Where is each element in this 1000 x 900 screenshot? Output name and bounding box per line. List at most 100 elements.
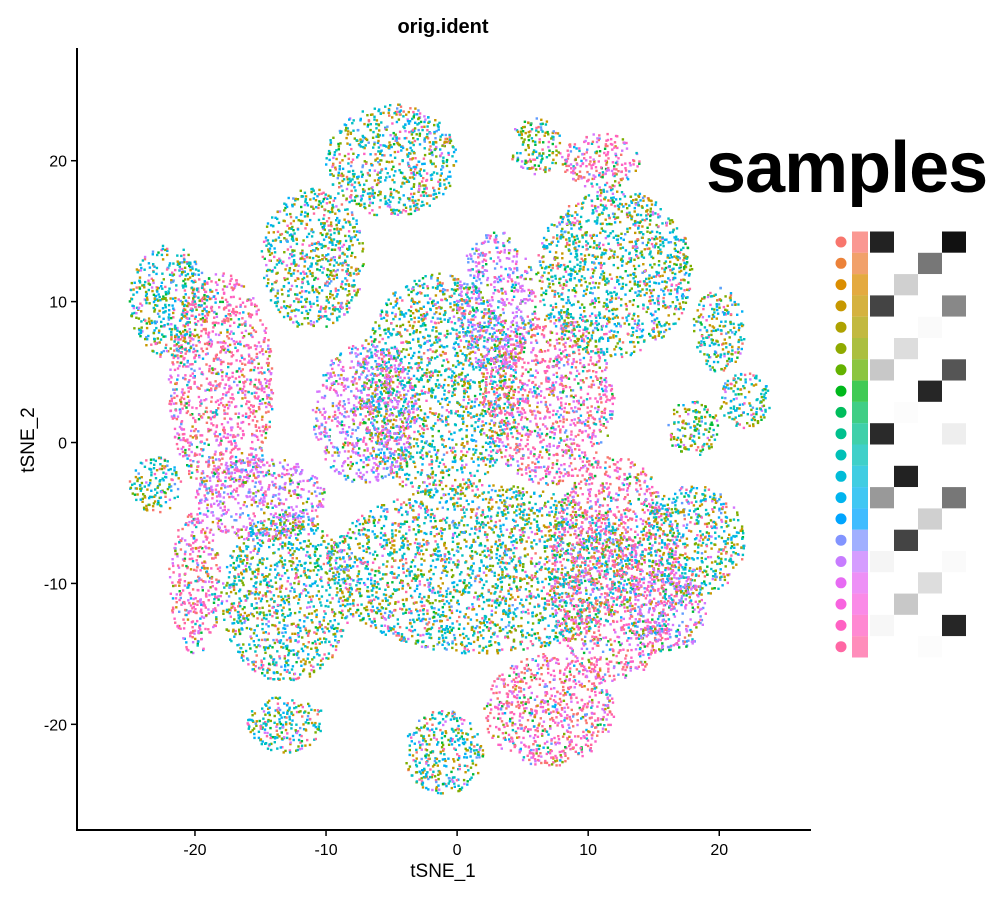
data-point <box>468 297 471 300</box>
data-point <box>384 588 387 591</box>
data-point <box>520 616 523 620</box>
data-point <box>452 581 456 584</box>
data-point <box>460 378 464 381</box>
data-point <box>307 539 310 542</box>
data-point <box>339 604 342 608</box>
data-point <box>292 622 295 625</box>
data-point <box>419 313 423 317</box>
data-point <box>419 490 423 494</box>
data-point <box>414 579 417 582</box>
data-point <box>561 605 564 608</box>
data-point <box>611 538 614 541</box>
data-point <box>399 464 402 468</box>
data-point <box>635 579 638 582</box>
data-point <box>567 581 570 585</box>
data-point <box>425 484 429 488</box>
data-point <box>428 491 432 494</box>
data-point <box>448 605 451 609</box>
data-point <box>412 516 415 519</box>
data-point <box>424 419 427 422</box>
data-point <box>473 324 476 327</box>
data-point <box>419 569 423 572</box>
data-point <box>468 387 472 390</box>
data-point <box>461 486 464 489</box>
data-point <box>409 506 412 509</box>
data-point <box>436 279 439 282</box>
data-point <box>501 648 504 651</box>
data-point <box>508 609 511 612</box>
data-point <box>324 612 327 615</box>
data-point <box>233 618 236 621</box>
data-point <box>370 576 373 580</box>
data-point <box>510 385 514 388</box>
data-point <box>352 615 355 618</box>
data-point <box>252 614 255 618</box>
data-point <box>461 414 464 418</box>
data-point <box>410 417 414 420</box>
data-point <box>378 397 381 400</box>
data-point <box>563 580 566 583</box>
data-point <box>426 313 429 316</box>
data-point <box>422 385 425 388</box>
data-point <box>564 498 567 501</box>
data-point <box>391 461 394 464</box>
data-point <box>435 533 439 536</box>
data-point <box>385 599 388 603</box>
data-point <box>382 630 385 634</box>
data-point <box>394 630 397 634</box>
data-point <box>240 571 243 574</box>
data-point <box>481 649 484 652</box>
data-point <box>452 346 455 349</box>
data-point <box>402 546 405 549</box>
data-point <box>409 543 412 546</box>
data-point <box>488 315 491 318</box>
data-point <box>530 585 533 588</box>
data-point <box>475 366 478 369</box>
data-point <box>448 317 451 320</box>
data-point <box>371 594 374 597</box>
data-point <box>453 292 456 295</box>
data-point <box>505 490 508 493</box>
data-point <box>466 373 469 377</box>
data-point <box>476 344 479 347</box>
data-point <box>472 608 476 611</box>
data-point <box>450 449 453 452</box>
data-point <box>291 665 295 668</box>
data-point <box>264 566 268 569</box>
data-point <box>308 675 312 678</box>
data-point <box>550 510 554 513</box>
data-point <box>264 631 267 634</box>
data-point <box>368 552 372 555</box>
data-point <box>428 444 432 447</box>
data-point <box>280 595 283 598</box>
data-point <box>414 362 417 366</box>
data-point <box>390 426 393 429</box>
data-point <box>451 488 455 491</box>
data-point <box>342 536 346 539</box>
data-point <box>274 568 277 571</box>
data-point <box>420 557 423 561</box>
data-point <box>572 549 575 552</box>
data-point <box>488 332 492 336</box>
data-point <box>549 529 552 532</box>
data-point <box>408 528 411 532</box>
data-point <box>404 368 407 371</box>
data-point <box>411 455 415 459</box>
data-point <box>561 498 564 502</box>
data-point <box>501 512 505 516</box>
data-point <box>404 285 408 289</box>
data-point <box>462 588 466 591</box>
data-point <box>297 635 301 638</box>
data-point <box>506 507 509 511</box>
data-point <box>521 531 525 534</box>
data-point <box>606 568 609 571</box>
data-point <box>262 617 266 620</box>
data-point <box>509 548 512 551</box>
data-point <box>512 491 515 494</box>
data-point <box>466 286 469 290</box>
data-point <box>510 540 513 544</box>
data-point <box>445 574 448 577</box>
data-point <box>403 520 407 523</box>
data-point <box>522 648 525 651</box>
data-point <box>379 609 382 612</box>
